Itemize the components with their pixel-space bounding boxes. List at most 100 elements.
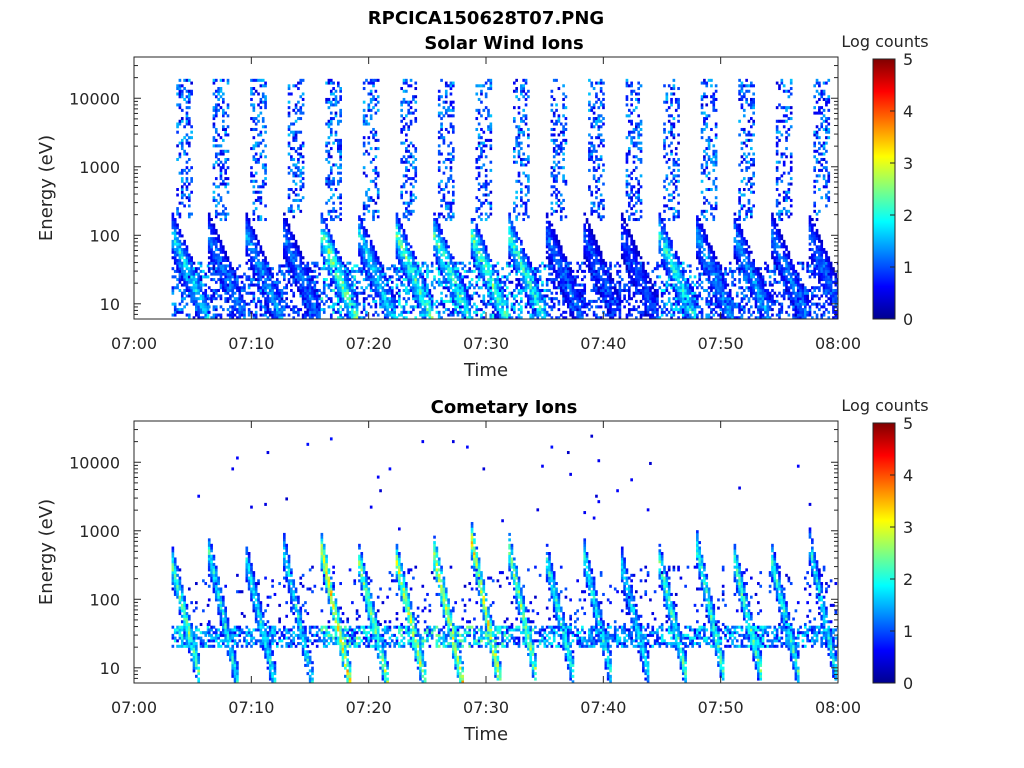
heatmap-cell [524,272,528,276]
heatmap-cell [402,155,406,159]
heatmap-cell [442,136,446,140]
heatmap-cell [440,152,443,156]
heatmap-cell [180,267,184,271]
heatmap-cell [178,171,182,175]
heatmap-cell [329,267,333,271]
heatmap-cell [473,261,476,265]
heatmap-cell [329,248,333,252]
heatmap-cell [372,299,375,303]
heatmap-cell [236,299,239,303]
heatmap-cell [595,272,598,276]
heatmap-cell [599,157,603,162]
heatmap-cell [360,267,364,271]
heatmap-cell [419,294,422,298]
heatmap-cell [623,253,626,257]
heatmap-cell [517,264,521,268]
heatmap-cell [550,245,554,249]
heatmap-cell [278,316,281,319]
heatmap-cell [287,239,291,243]
heatmap-cell [204,294,208,298]
heatmap-cell [538,278,542,282]
heatmap-cell [400,130,403,134]
heatmap-cell [409,106,413,110]
heatmap-cell [435,299,439,303]
heatmap-cell [428,269,432,273]
heatmap-cell [301,280,305,284]
heatmap-cell [271,275,274,279]
heatmap-cell [187,313,191,317]
heatmap-cell [414,95,418,99]
heatmap-cell [444,248,448,252]
heatmap-cell [185,89,189,93]
heatmap-cell [299,95,303,99]
heatmap-cell [456,283,460,287]
heatmap-cell [264,163,267,167]
heatmap-cell [185,288,189,293]
heatmap-cell [466,286,469,290]
heatmap-cell [550,299,554,303]
heatmap-cell [210,248,213,252]
heatmap-cell [557,248,561,252]
heatmap-cell [484,258,488,262]
heatmap-cell [339,275,342,279]
heatmap-cell [390,299,394,303]
heatmap-cell [171,302,175,306]
heatmap-cell [250,226,253,230]
heatmap-cell [178,275,182,279]
heatmap-cell [512,302,516,306]
heatmap-cell [592,174,596,178]
heatmap-cell [456,297,460,301]
heatmap-cell [369,108,373,112]
heatmap-cell [583,297,587,301]
heatmap-cell [365,272,368,276]
heatmap-cell [477,122,481,126]
heatmap-cell [268,313,272,317]
heatmap-cell [334,291,338,295]
heatmap-cell [512,305,516,309]
heatmap-cell [475,261,479,265]
heatmap-cell [400,141,403,145]
heatmap-cell [308,310,312,314]
heatmap-cell [320,253,324,257]
heatmap-cell [447,269,450,273]
heatmap-cell [522,264,526,268]
heatmap-cell [362,152,366,156]
heatmap-cell [548,226,551,230]
heatmap-cell [254,267,258,271]
heatmap-cell [290,269,293,273]
heatmap-cell [398,239,401,243]
heatmap-cell [301,160,305,164]
heatmap-cell [266,269,270,273]
heatmap-cell [618,286,622,290]
heatmap-cell [351,269,354,273]
heatmap-cell [180,177,184,181]
heatmap-cell [588,250,591,254]
heatmap-cell [447,201,450,205]
heatmap-cell [395,253,399,257]
heatmap-cell [597,253,601,257]
heatmap-cell [332,87,335,91]
heatmap-cell [550,272,554,276]
heatmap-cell [185,272,189,276]
heatmap-cell [538,269,542,273]
heatmap-cell [529,275,533,279]
heatmap-cell [602,267,605,271]
heatmap-cell [620,226,624,230]
heatmap-cell [456,278,460,282]
heatmap-cell [329,92,333,96]
heatmap-cell [414,147,418,151]
heatmap-cell [475,84,479,88]
heatmap-cell [390,288,394,293]
heatmap-cell [489,299,493,303]
heatmap-cell [522,89,526,93]
heatmap-cell [588,242,591,246]
heatmap-cell [222,248,225,252]
heatmap-cell [315,294,319,298]
heatmap-cell [508,239,511,243]
heatmap-cell [273,313,277,317]
heatmap-cell [290,245,293,249]
heatmap-cell [400,100,403,104]
heatmap-cell [187,258,191,262]
heatmap-cell [597,305,601,309]
heatmap-cell [451,264,455,268]
